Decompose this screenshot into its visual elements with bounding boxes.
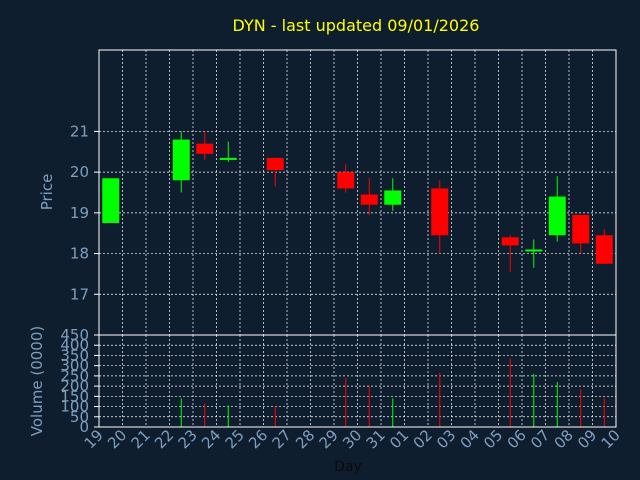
- candle-body: [172, 139, 190, 181]
- chart-title: DYN - last updated 09/01/2026: [233, 16, 480, 35]
- candles: [102, 131, 613, 272]
- volume-tick-label: 400: [60, 336, 89, 354]
- volume-tick-label: 100: [60, 398, 89, 416]
- price-tick-label: 20: [70, 163, 89, 181]
- volume-tick-label: 250: [60, 367, 89, 385]
- volume-tick-label: 450: [60, 326, 89, 344]
- volume-tick-label: 50: [70, 408, 89, 426]
- volume-tick-label: 350: [60, 346, 89, 364]
- price-axis-label: Price: [38, 174, 56, 211]
- price-tick-label: 21: [70, 122, 89, 140]
- price-panel: 17 18 19 20 21: [70, 49, 617, 336]
- x-tick-labels: 1920212223242526272829303101020304050607…: [81, 426, 624, 452]
- price-grid: [98, 50, 617, 335]
- candle-body: [501, 237, 519, 246]
- candle-body: [525, 249, 543, 252]
- volume-tick-label: 150: [60, 387, 89, 405]
- price-y-ticks: 17 18 19 20 21: [70, 122, 99, 303]
- volume-tick-label: 200: [60, 377, 89, 395]
- candle-body: [337, 172, 355, 189]
- candle-body: [266, 157, 284, 171]
- volume-axis-label: Volume (0000): [28, 326, 46, 436]
- volume-tick-label: 0: [79, 418, 89, 436]
- volume-panel-frame: [98, 334, 617, 428]
- price-tick-label: 17: [70, 285, 89, 303]
- candle-body: [384, 190, 402, 205]
- candle-body: [360, 194, 378, 205]
- price-tick-label: 18: [70, 245, 89, 263]
- price-tick-label: 19: [70, 204, 89, 222]
- volume-tick-label: 300: [60, 357, 89, 375]
- candle-body: [572, 214, 590, 244]
- candle-body: [102, 178, 120, 224]
- candle-body: [595, 235, 613, 264]
- candle-body: [548, 196, 566, 236]
- x-axis-label: Day: [334, 459, 362, 475]
- volume-bars: [180, 358, 605, 427]
- candle-body: [431, 188, 449, 236]
- candle-body: [219, 157, 237, 160]
- candle-body: [196, 143, 214, 154]
